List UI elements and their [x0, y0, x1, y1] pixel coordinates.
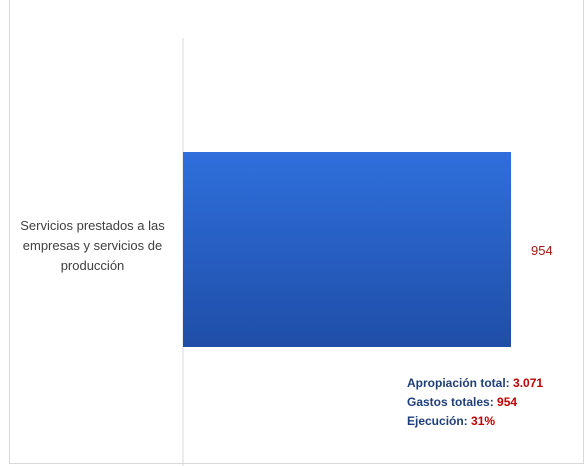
summary-gastos: Gastos totales: 954 [407, 393, 543, 412]
category-label: Servicios prestados a las empresas y ser… [20, 218, 165, 273]
summary-apropiacion: Apropiación total: 3.071 [407, 374, 543, 393]
bar-servicios [183, 152, 511, 347]
apropiacion-value: 3.071 [513, 376, 544, 390]
ejecucion-value: 31% [471, 414, 496, 428]
summary-ejecucion: Ejecución: 31% [407, 412, 543, 431]
apropiacion-label: Apropiación total: [407, 376, 510, 390]
gastos-label: Gastos totales: [407, 395, 494, 409]
bar-value-label: 954 [531, 243, 553, 258]
gastos-value: 954 [497, 395, 518, 409]
ejecucion-label: Ejecución: [407, 414, 468, 428]
summary-box: Apropiación total: 3.071 Gastos totales:… [407, 374, 543, 431]
